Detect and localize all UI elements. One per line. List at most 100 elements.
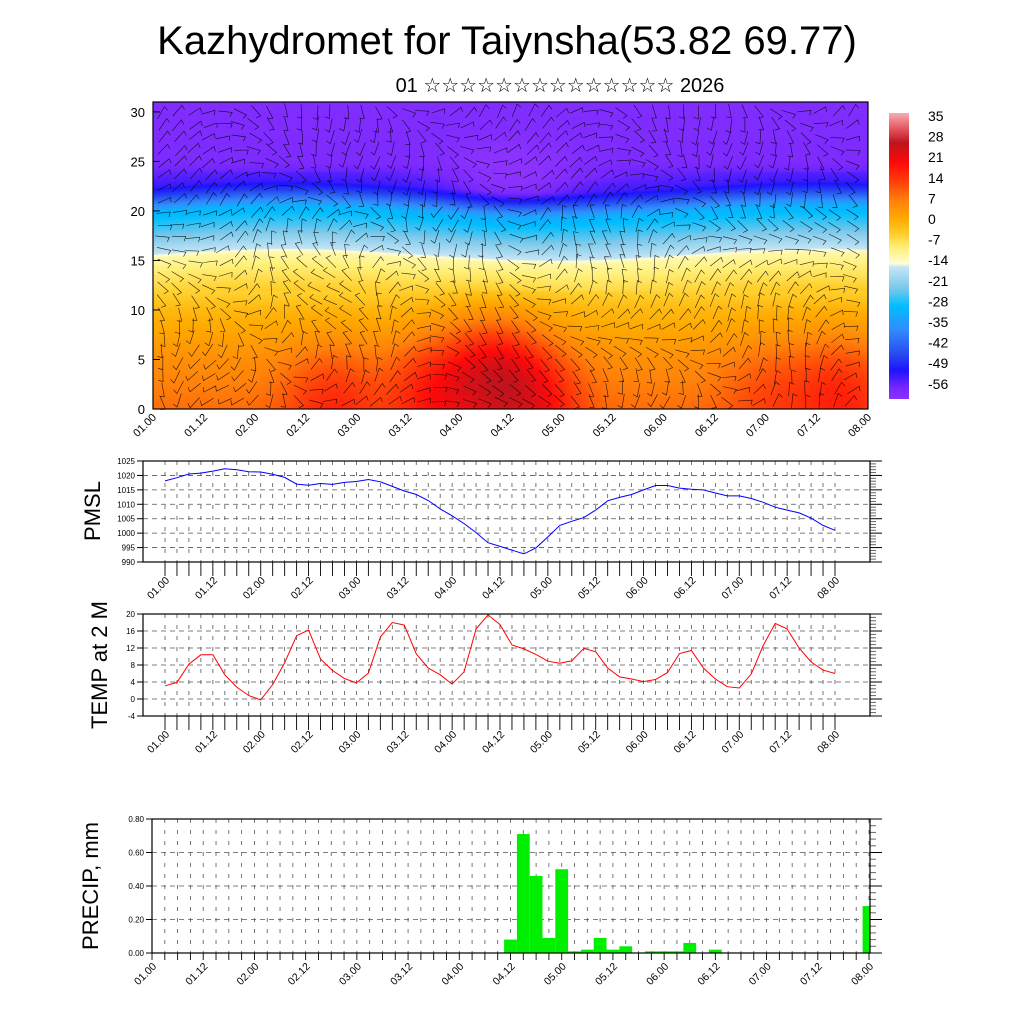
wind-barb	[786, 130, 795, 144]
wind-barb	[847, 220, 860, 232]
wind-barb	[664, 282, 674, 297]
wind-barb	[707, 372, 722, 382]
wind-barb	[791, 369, 797, 385]
wind-barb	[340, 319, 353, 332]
wind-barb	[296, 116, 302, 131]
wind-barb	[187, 382, 201, 393]
wind-barb	[356, 178, 363, 194]
wind-barb	[509, 233, 524, 243]
wind-barb	[358, 244, 369, 259]
wind-barb	[710, 383, 722, 396]
wind-barb	[431, 108, 446, 114]
wind-barb	[788, 293, 797, 308]
wind-barb	[494, 231, 502, 246]
wind-barb	[709, 293, 720, 307]
wind-barb	[326, 331, 335, 345]
wind-barb	[261, 172, 277, 179]
wind-barb	[187, 194, 200, 206]
wind-barb	[678, 337, 693, 343]
y-tick-label: 0	[131, 695, 136, 704]
wind-barb	[768, 154, 778, 169]
wind-barb	[679, 308, 692, 320]
wind-barb	[555, 155, 568, 167]
wind-barb	[247, 368, 257, 383]
wind-barb	[539, 132, 552, 144]
wind-barb	[201, 343, 214, 357]
wind-barb	[388, 179, 397, 194]
wind-barb	[354, 118, 361, 133]
wind-barb	[783, 156, 791, 171]
wind-barb	[465, 292, 471, 307]
wind-barb	[802, 178, 809, 194]
wind-barb	[172, 119, 185, 131]
wind-barb	[315, 344, 323, 359]
wind-barb	[586, 181, 599, 194]
wind-barb	[299, 318, 305, 333]
y-tick-label: 1010	[117, 500, 135, 509]
wind-barb	[172, 357, 184, 371]
y-tick-label: 1020	[117, 471, 135, 480]
wind-barb	[692, 222, 707, 232]
wind-barb	[464, 231, 473, 246]
wind-barb	[433, 242, 441, 258]
x-tick-label: 03.12	[384, 575, 411, 602]
wind-barb	[281, 332, 295, 344]
wind-barb	[613, 346, 627, 357]
x-tick-label: 01.00	[145, 729, 172, 756]
wind-barb	[463, 218, 473, 233]
wind-barb	[744, 306, 752, 321]
wind-barb	[722, 259, 736, 269]
wind-barb	[786, 271, 800, 282]
wind-barb	[370, 221, 385, 232]
wind-barb	[770, 381, 780, 396]
wind-barb	[293, 376, 309, 383]
wind-barb	[376, 268, 386, 283]
wind-barb	[798, 270, 812, 279]
wind-barb	[599, 109, 614, 118]
x-tick-label: 08.00	[815, 729, 842, 756]
wind-barb	[157, 196, 172, 204]
wind-barb	[843, 285, 859, 294]
wind-barb	[262, 338, 278, 344]
wind-barb	[694, 294, 705, 309]
wind-barb	[159, 396, 167, 410]
wind-barb	[834, 180, 842, 195]
wind-barb	[740, 204, 746, 219]
wind-barb	[158, 158, 172, 168]
wind-barb	[843, 325, 859, 331]
wind-barb	[444, 386, 460, 395]
wind-barb	[250, 192, 263, 205]
wind-barb	[250, 344, 258, 359]
wind-barb	[493, 160, 508, 166]
wind-barb	[676, 224, 691, 230]
wind-barb	[845, 160, 860, 170]
wind-barb	[496, 270, 504, 284]
wind-barb	[326, 282, 340, 293]
wind-barb	[829, 309, 844, 317]
wind-barb	[573, 381, 582, 395]
x-tick-label: 02.12	[284, 412, 312, 440]
wind-barb	[188, 273, 202, 284]
wind-barb	[479, 119, 493, 130]
wind-barb	[648, 144, 659, 158]
wind-barb	[345, 343, 351, 358]
wind-barb	[644, 174, 659, 182]
wind-barb	[158, 367, 164, 383]
x-tick-label: 04.12	[480, 575, 507, 602]
wind-barb	[249, 162, 265, 169]
wind-barb	[710, 206, 719, 220]
wind-barb	[263, 206, 276, 219]
wind-barb	[631, 204, 643, 218]
wind-barb	[528, 103, 539, 117]
wind-barb	[175, 145, 188, 157]
wind-barb	[697, 383, 703, 397]
y-tick-label: 0.40	[128, 882, 144, 891]
wind-barb	[831, 333, 845, 344]
temp2m-line	[164, 614, 836, 701]
wind-barb	[419, 230, 426, 245]
wind-barb	[524, 384, 537, 398]
wind-barb	[507, 259, 520, 271]
wind-barb	[189, 155, 202, 167]
temperature-cross-section-heatmap	[153, 102, 868, 409]
wind-barb	[465, 194, 473, 208]
